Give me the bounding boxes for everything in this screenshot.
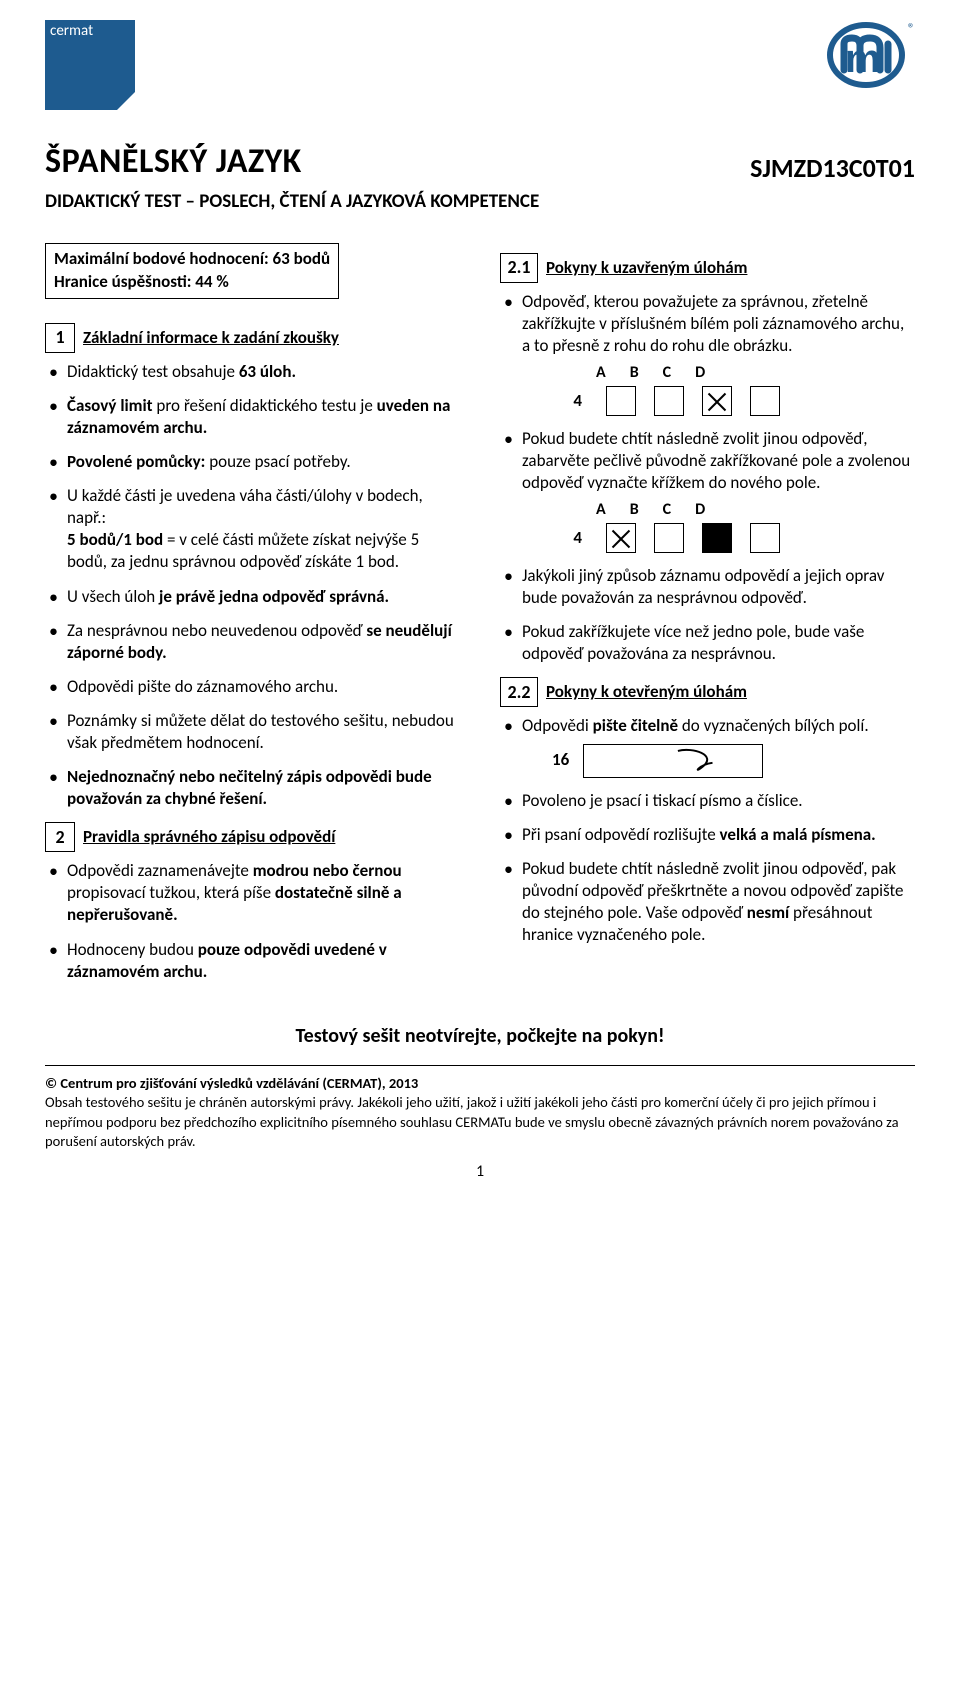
svg-text:m: m: [845, 37, 881, 81]
answer-box-c-crossed: [702, 386, 732, 416]
section-1-list: Didaktický test obsahuje 63 úloh. Časový…: [45, 361, 460, 811]
page-header: cermat m ®: [45, 20, 915, 110]
score-line-2: Hranice úspěšnosti: 44 %: [54, 271, 330, 294]
m-logo-icon: m: [826, 20, 906, 90]
list-item: Povolené pomůcky: pouze psací potřeby.: [45, 451, 460, 473]
section-1-num: 1: [45, 323, 75, 353]
footer-separator: [45, 1065, 915, 1066]
list-item: Pokud budete chtít následně zvolit jinou…: [500, 428, 915, 553]
list-item: Didaktický test obsahuje 63 úloh.: [45, 361, 460, 383]
right-column: 2.1 Pokyny k uzavřeným úlohám Odpověď, k…: [500, 243, 915, 995]
list-item: Odpovědi pište čitelně do vyznačených bí…: [500, 715, 915, 777]
list-item: U každé části je uvedena váha části/úloh…: [45, 485, 460, 573]
section-2-1-head: 2.1 Pokyny k uzavřeným úlohám: [500, 253, 915, 283]
m-logo: m ®: [826, 20, 915, 90]
section-2-label: Pravidla správného zápisu odpovědí: [83, 826, 335, 848]
answer-example-2: A B C D 4: [562, 500, 915, 553]
test-code: SJMZD13C0T01: [750, 152, 915, 186]
title-row: ŠPANĚLSKÝ JAZYK SJMZD13C0T01: [45, 140, 915, 186]
section-2-head: 2 Pravidla správného zápisu odpovědí: [45, 822, 460, 852]
copyright-block: © Centrum pro zjišťování výsledků vzdělá…: [45, 1074, 915, 1152]
open-answer-example: 16: [552, 744, 915, 778]
section-2-1-label: Pokyny k uzavřeným úlohám: [546, 257, 747, 279]
list-item: Za nesprávnou nebo neuvedenou odpověď se…: [45, 620, 460, 664]
answer-box-b: [654, 523, 684, 553]
list-item: Nejednoznačný nebo nečitelný zápis odpov…: [45, 766, 460, 810]
cermat-logo: cermat: [45, 20, 135, 110]
list-item: Pokud zakřížkujete více než jedno pole, …: [500, 621, 915, 665]
list-item: Povoleno je psací i tiskací písmo a čísl…: [500, 790, 915, 812]
copyright-line-2: Obsah testového sešitu je chráněn autors…: [45, 1093, 915, 1152]
score-line-1: Maximální bodové hodnocení: 63 bodů: [54, 248, 330, 271]
section-2-2-num: 2.2: [500, 677, 538, 707]
answer-box-d: [750, 386, 780, 416]
answer-box-b: [654, 386, 684, 416]
answer-box-d: [750, 523, 780, 553]
section-2-2-label: Pokyny k otevřeným úlohám: [546, 681, 747, 703]
page-title: ŠPANĚLSKÝ JAZYK: [45, 140, 302, 184]
section-1-label: Základní informace k zadání zkoušky: [83, 327, 339, 349]
section-2-1-list: Odpověď, kterou považujete za správnou, …: [500, 291, 915, 666]
list-item: Odpovědi pište do záznamového archu.: [45, 676, 460, 698]
section-2-2-list: Odpovědi pište čitelně do vyznačených bí…: [500, 715, 915, 946]
registered-mark: ®: [908, 20, 915, 38]
answer-box-c-filled: [702, 523, 732, 553]
left-column: Maximální bodové hodnocení: 63 bodů Hran…: [45, 243, 460, 995]
answer-example-1: A B C D 4: [562, 363, 915, 416]
list-item: Odpověď, kterou považujete za správnou, …: [500, 291, 915, 416]
answer-box-a: [606, 386, 636, 416]
section-2-2-head: 2.2 Pokyny k otevřeným úlohám: [500, 677, 915, 707]
cermat-logo-text: cermat: [50, 22, 93, 40]
section-1-head: 1 Základní informace k zadání zkoušky: [45, 323, 460, 353]
score-box: Maximální bodové hodnocení: 63 bodů Hran…: [45, 243, 339, 299]
section-2-1-num: 2.1: [500, 253, 538, 283]
open-answer-box: [583, 744, 763, 778]
open-answer-lead: 16: [552, 749, 569, 771]
answer-box-a-crossed: [606, 523, 636, 553]
list-item: Pokud budete chtít následně zvolit jinou…: [500, 858, 915, 946]
page-subtitle: DIDAKTICKÝ TEST – POSLECH, ČTENÍ A JAZYK…: [45, 190, 915, 215]
list-item: Odpovědi zaznamenávejte modrou nebo čern…: [45, 860, 460, 926]
footer-warning: Testový sešit neotvírejte, počkejte na p…: [45, 1023, 915, 1049]
list-item: U všech úloh je právě jedna odpověď sprá…: [45, 586, 460, 608]
content-columns: Maximální bodové hodnocení: 63 bodů Hran…: [45, 243, 915, 995]
section-2-num: 2: [45, 822, 75, 852]
list-item: Poznámky si můžete dělat do testového se…: [45, 710, 460, 754]
page-number: 1: [45, 1162, 915, 1183]
copyright-line-1: © Centrum pro zjišťování výsledků vzdělá…: [45, 1074, 915, 1094]
list-item: Při psaní odpovědí rozlišujte velká a ma…: [500, 824, 915, 846]
list-item: Hodnoceny budou pouze odpovědi uvedené v…: [45, 939, 460, 983]
list-item: Časový limit pro řešení didaktického tes…: [45, 395, 460, 439]
section-2-list: Odpovědi zaznamenávejte modrou nebo čern…: [45, 860, 460, 982]
list-item: Jakýkoli jiný způsob záznamu odpovědí a …: [500, 565, 915, 609]
